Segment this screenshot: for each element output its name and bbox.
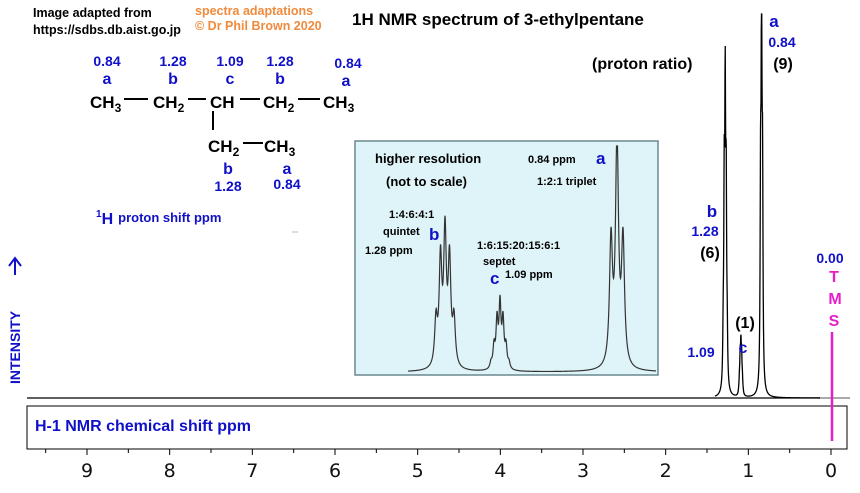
inset-b-ratio: 1:4:6:4:1 [389, 209, 434, 221]
mol-branch-group-2: CH3 [264, 137, 296, 159]
mol-group-5: CH3 [323, 93, 355, 115]
chart-title: 1H NMR spectrum of 3-ethylpentane [352, 10, 644, 29]
mol-shift-1: 0.84 [93, 53, 120, 69]
intensity-arrow [8, 256, 22, 275]
mol-shift-3: 1.09 [216, 53, 243, 69]
inset-panel: higher resolution (not to scale) 0.84 pp… [354, 140, 659, 376]
peak-a-shift: 0.84 [768, 34, 795, 50]
inset-a-ppm: 0.84 ppm [528, 154, 576, 166]
peak-b-ratio: (6) [700, 245, 720, 262]
mol-shift-5: 0.84 [334, 55, 361, 71]
tms-letter-t: T [829, 269, 839, 286]
credit-line-4: © Dr Phil Brown 2020 [195, 19, 322, 33]
shift-legend: 1H proton shift ppm [96, 209, 221, 228]
x-axis: 9 8 7 6 5 4 3 2 1 0 [45, 449, 837, 482]
peak-b-shift: 1.28 [691, 223, 718, 239]
mol-branch-shift-1: 1.28 [214, 178, 241, 194]
inset-c-ppm: 1.09 ppm [505, 269, 553, 281]
molecule-structure: 0.84 1.28 1.09 1.28 0.84 a b c b a CH3 C… [90, 53, 362, 228]
mol-branch-letter-1: b [223, 161, 233, 178]
x-tick-label: 8 [164, 460, 176, 482]
mol-group-3: CH [210, 93, 235, 112]
x-tick-label: 9 [81, 460, 93, 482]
peak-a-ratio: (9) [773, 56, 793, 73]
x-tick-label: 0 [825, 460, 837, 482]
mol-letter-2: b [168, 71, 178, 88]
mol-group-1: CH3 [90, 93, 122, 115]
mol-shift-4: 1.28 [266, 53, 293, 69]
peak-c-shift: 1.09 [687, 344, 714, 360]
inset-c-letter: c [490, 269, 499, 288]
tms-letter-s: S [829, 313, 840, 330]
mol-branch-letter-2: a [283, 161, 292, 178]
x-tick-label: 4 [494, 460, 506, 482]
inset-c-ratio: 1:6:15:20:15:6:1 [477, 240, 560, 252]
peak-c-ratio: (1) [735, 315, 755, 332]
mol-letter-4: b [275, 71, 285, 88]
credit-line-2: https://sdbs.db.aist.go.jp [33, 23, 181, 37]
axis-label-box [26, 405, 848, 450]
inset-title-1: higher resolution [375, 151, 481, 166]
peak-a-letter: a [769, 12, 779, 31]
mol-group-2: CH2 [153, 93, 185, 115]
x-tick-label: 7 [246, 460, 258, 482]
inset-b-type: quintet [383, 226, 420, 238]
mol-letter-3: c [226, 71, 235, 88]
tms-shift: 0.00 [816, 250, 843, 266]
x-tick-label: 3 [577, 460, 589, 482]
mol-letter-1: a [103, 71, 112, 88]
x-tick-label: 1 [742, 460, 754, 482]
mol-letter-5: a [342, 73, 351, 90]
inset-a-pattern: 1:2:1 triplet [537, 176, 597, 188]
tms-letter-m: M [828, 291, 841, 308]
x-tick-label: 5 [412, 460, 424, 482]
mol-group-4: CH2 [263, 93, 295, 115]
chart-subtitle: (proton ratio) [592, 56, 692, 73]
mol-shift-2: 1.28 [159, 53, 186, 69]
axis-label: H-1 NMR chemical shift ppm [35, 418, 251, 435]
mol-branch-group-1: CH2 [208, 137, 240, 159]
inset-b-letter: b [429, 225, 439, 244]
peak-b-letter: b [707, 202, 717, 221]
spectrum-trace [714, 13, 820, 399]
inset-a-letter: a [596, 149, 606, 168]
peak-c-letter: c [739, 340, 748, 357]
inset-title-2: (not to scale) [386, 174, 467, 189]
inset-c-type: septet [483, 256, 516, 268]
credit-line-3: spectra adaptations [195, 4, 313, 18]
inset-trace [407, 145, 657, 373]
x-tick-label: 2 [660, 460, 672, 482]
intensity-label: INTENSITY [7, 310, 23, 384]
credit-line-1: Image adapted from [33, 6, 152, 20]
mol-branch-shift-2: 0.84 [273, 176, 300, 192]
x-tick-label: 6 [329, 460, 341, 482]
inset-b-ppm: 1.28 ppm [365, 245, 413, 257]
